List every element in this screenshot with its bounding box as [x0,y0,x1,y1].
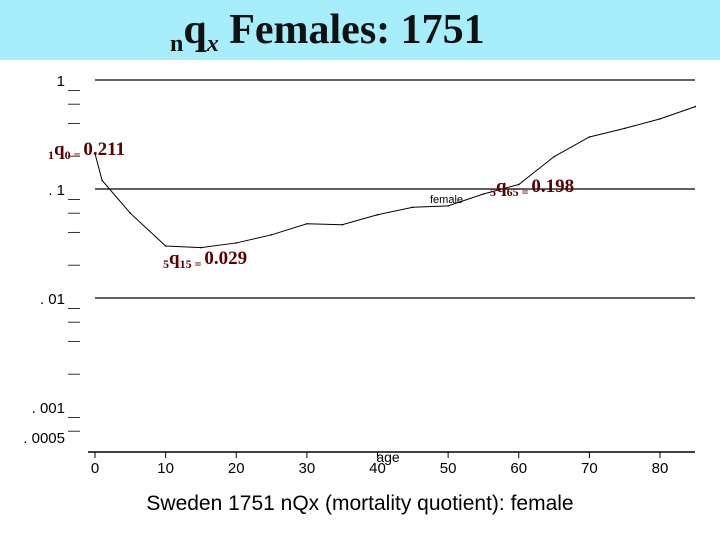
annotation-label: 5q15 = 0.029 [163,248,247,271]
mortality-chart: 1 . 1 . 01 . 001 . 0005 0 10 20 30 40 50 60 70 80 age S… [23,73,697,515]
series-line [94,106,696,249]
title-q-prefix: n [170,31,184,57]
title-q: q [183,7,207,53]
annotation-label: 1q0 = 0.211 [48,139,125,162]
x-tick-label: 20 [228,460,245,477]
data-point [694,105,697,108]
x-tick-label: 0 [91,460,99,477]
data-point [270,234,273,236]
y-tick-label: . 001 [32,400,65,417]
data-point [129,212,132,214]
data-point [659,118,661,120]
x-tick-label: 30 [299,460,316,477]
annotation-label: 5q65 = 0.198 [490,176,574,199]
data-point [517,183,520,186]
data-point [200,246,202,249]
data-point [482,193,485,195]
data-point [306,222,308,225]
x-tick-label: 70 [581,460,598,477]
x-tick-label: 50 [440,460,457,477]
x-tick-label: 40 [369,460,386,477]
series-label: female [430,194,463,206]
data-point [164,245,167,247]
title-rest: Females: 1751 [218,7,485,53]
data-point [412,206,414,209]
y-tick-label: . 0005 [23,430,65,447]
data-point [94,152,96,155]
y-tick-label: . 1 [48,182,65,199]
title-bar: nqx Females: 1751 [0,0,720,60]
slide-title: nqx Females: 1751 [170,2,485,72]
x-tick-label: 60 [510,460,527,477]
data-point [623,127,626,130]
x-tick-label: 80 [652,460,669,477]
data-point [588,136,591,138]
data-point [376,213,379,216]
data-point [235,242,238,244]
data-point [553,155,555,158]
data-point [341,223,343,226]
x-axis-label: age [376,449,400,465]
title-q-suffix: x [206,31,219,57]
data-point [101,179,103,182]
y-tick-label: 1 [57,73,65,90]
y-tick-label: . 01 [40,291,65,308]
chart-title: Sweden 1751 nQx (mortality quotient): fe… [146,492,573,515]
data-point [447,205,449,207]
x-tick-label: 10 [157,460,174,477]
